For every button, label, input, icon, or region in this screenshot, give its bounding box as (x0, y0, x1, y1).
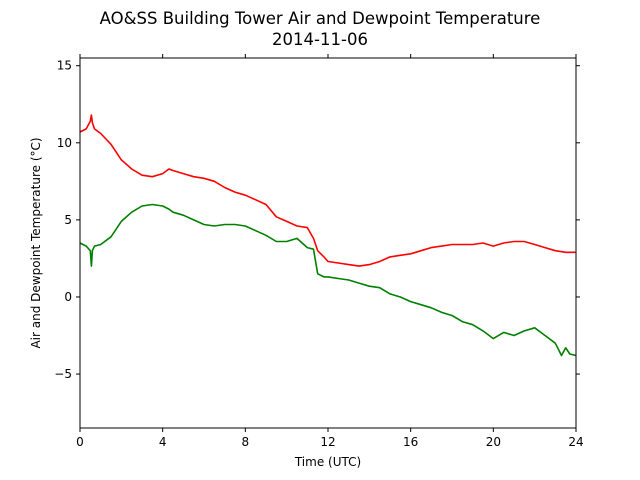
x-tick-label: 4 (159, 435, 167, 449)
y-tick-label: 0 (64, 290, 72, 304)
x-axis-label: Time (UTC) (294, 455, 361, 469)
y-tick-label: −5 (54, 367, 72, 381)
series-layer (79, 114, 577, 357)
x-tick-label: 16 (403, 435, 418, 449)
chart-title: AO&SS Building Tower Air and Dewpoint Te… (100, 9, 541, 28)
y-tick-label: 15 (57, 59, 72, 73)
y-ticks: −5 0 5 10 15 (54, 59, 580, 381)
x-tick-label: 12 (320, 435, 335, 449)
x-tick-label: 0 (76, 435, 84, 449)
y-tick-label: 5 (64, 213, 72, 227)
x-ticks: 0 4 8 12 16 20 24 (76, 54, 584, 449)
y-axis-label: Air and Dewpoint Temperature (°C) (29, 137, 43, 348)
x-tick-label: 20 (486, 435, 501, 449)
y-tick-label: 10 (57, 136, 72, 150)
series-line-1 (79, 114, 576, 267)
series-line-2 (79, 203, 577, 357)
chart-subtitle: 2014-11-06 (272, 30, 368, 49)
x-tick-label: 24 (568, 435, 583, 449)
x-tick-label: 8 (242, 435, 250, 449)
